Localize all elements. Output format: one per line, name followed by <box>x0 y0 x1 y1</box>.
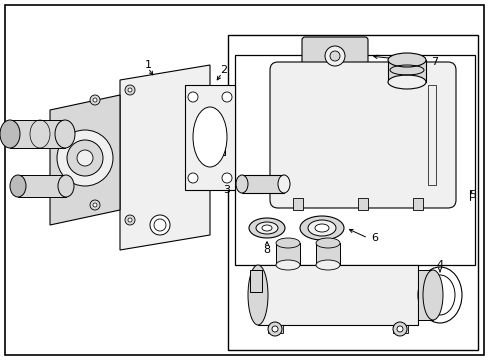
Ellipse shape <box>424 275 454 315</box>
Circle shape <box>222 92 231 102</box>
Circle shape <box>187 173 198 183</box>
Bar <box>249 270 262 292</box>
Circle shape <box>154 219 165 231</box>
Circle shape <box>267 322 282 336</box>
Bar <box>292 198 303 210</box>
Bar <box>18 175 66 197</box>
Circle shape <box>90 200 100 210</box>
Ellipse shape <box>247 265 267 325</box>
Bar <box>10 120 65 148</box>
Bar <box>392 325 407 333</box>
Circle shape <box>67 140 103 176</box>
Ellipse shape <box>307 220 335 236</box>
Circle shape <box>125 85 135 95</box>
Bar <box>184 85 235 190</box>
Polygon shape <box>120 65 209 250</box>
Ellipse shape <box>387 75 425 89</box>
Circle shape <box>93 203 97 207</box>
Ellipse shape <box>193 107 226 167</box>
Text: 6: 6 <box>371 233 378 243</box>
Ellipse shape <box>315 260 339 270</box>
FancyBboxPatch shape <box>302 37 367 75</box>
Circle shape <box>271 326 278 332</box>
Ellipse shape <box>262 225 271 231</box>
Text: 4: 4 <box>436 260 443 270</box>
Ellipse shape <box>248 218 285 238</box>
Bar <box>258 265 417 325</box>
Circle shape <box>325 46 345 66</box>
FancyBboxPatch shape <box>269 62 455 208</box>
Ellipse shape <box>387 53 425 67</box>
Ellipse shape <box>55 120 75 148</box>
Circle shape <box>57 130 113 186</box>
Bar <box>412 198 422 210</box>
Ellipse shape <box>10 175 26 197</box>
Ellipse shape <box>315 238 339 248</box>
Bar <box>315 243 339 265</box>
Bar <box>267 325 283 333</box>
Circle shape <box>93 98 97 102</box>
Bar <box>417 270 432 320</box>
Bar <box>204 140 224 155</box>
Bar <box>242 175 284 193</box>
Ellipse shape <box>278 175 289 193</box>
Text: 7: 7 <box>430 57 438 67</box>
Circle shape <box>128 88 132 92</box>
Ellipse shape <box>422 270 442 320</box>
Circle shape <box>392 322 406 336</box>
Circle shape <box>77 150 93 166</box>
Text: 2: 2 <box>220 65 227 75</box>
Bar <box>427 85 435 185</box>
Circle shape <box>150 215 170 235</box>
Circle shape <box>125 215 135 225</box>
Bar <box>235 55 474 265</box>
Text: 3: 3 <box>223 185 229 195</box>
Text: 5: 5 <box>468 190 475 200</box>
Bar <box>227 35 477 350</box>
Ellipse shape <box>236 175 247 193</box>
Ellipse shape <box>0 120 20 148</box>
Text: 8: 8 <box>263 245 270 255</box>
Ellipse shape <box>58 175 74 197</box>
Ellipse shape <box>314 224 328 232</box>
Ellipse shape <box>417 267 461 323</box>
Ellipse shape <box>275 260 299 270</box>
Circle shape <box>329 51 339 61</box>
Ellipse shape <box>275 238 299 248</box>
Ellipse shape <box>256 222 278 234</box>
Circle shape <box>222 173 231 183</box>
Circle shape <box>396 326 402 332</box>
Polygon shape <box>50 95 120 225</box>
Bar <box>275 243 299 265</box>
Bar <box>357 198 367 210</box>
Bar <box>387 60 425 82</box>
Text: 1: 1 <box>144 60 151 70</box>
Circle shape <box>90 95 100 105</box>
Ellipse shape <box>299 216 343 240</box>
Circle shape <box>187 92 198 102</box>
Circle shape <box>128 218 132 222</box>
